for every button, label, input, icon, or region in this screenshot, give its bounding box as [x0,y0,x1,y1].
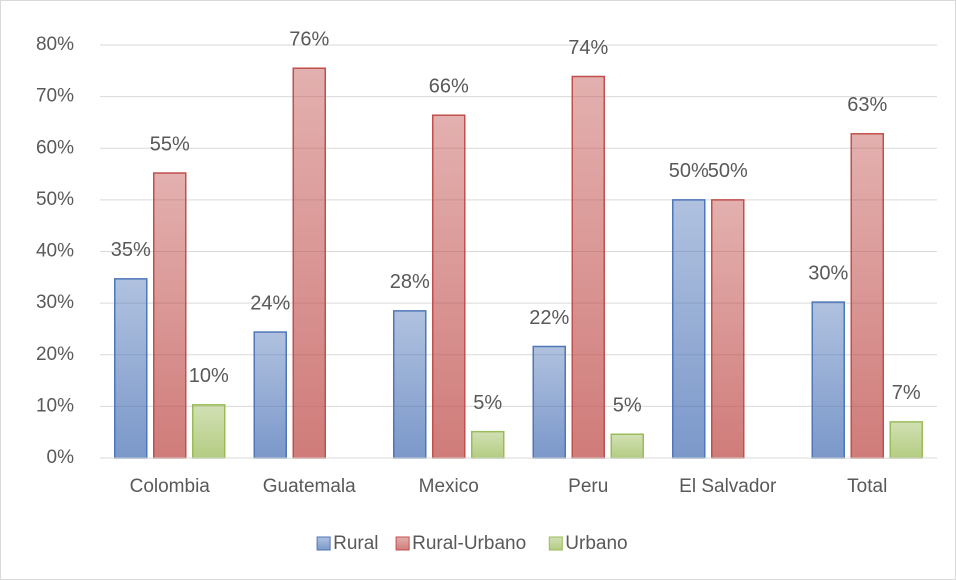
bar [192,404,226,459]
legend-swatch [316,536,331,551]
y-tick-label: 30% [36,292,74,313]
y-tick-label: 80% [36,34,74,55]
bar [811,301,845,459]
value-label: 63% [847,94,887,116]
x-tick-label: El Salvador [679,476,777,497]
value-label: 7% [892,382,921,404]
value-label: 24% [250,292,290,314]
bar [393,310,427,459]
bar [610,433,644,459]
bar [889,421,923,459]
bar [153,172,187,459]
x-tick-label: Total [847,476,887,497]
value-label: 50% [708,160,748,182]
x-tick-label: Peru [568,476,608,497]
value-label: 30% [808,262,848,284]
value-label: 50% [669,160,709,182]
value-label: 74% [568,37,608,59]
value-label: 28% [390,271,430,293]
value-label: 5% [613,395,642,417]
value-label: 35% [111,239,151,261]
x-tick-label: Colombia [130,476,211,497]
x-tick-label: Guatemala [263,476,356,497]
bar [114,278,148,459]
legend-label: Rural-Urbano [412,533,526,554]
legend-label: Urbano [565,533,627,554]
value-label: 22% [529,307,569,329]
bar [850,133,884,459]
y-tick-label: 0% [47,447,75,468]
value-label: 10% [189,365,229,387]
bar [471,430,505,459]
value-label: 55% [150,133,190,155]
y-tick-label: 20% [36,344,74,365]
bar [292,67,326,459]
x-tick-label: Mexico [419,476,479,497]
y-tick-label: 50% [36,189,74,210]
legend-swatch [395,536,410,551]
value-label: 5% [473,392,502,414]
y-tick-label: 60% [36,137,74,158]
y-tick-label: 70% [36,86,74,107]
bar [571,75,605,459]
legend-swatch [548,536,563,551]
bar [432,114,466,459]
legend-label: Rural [333,533,378,554]
y-tick-label: 40% [36,241,74,262]
bar [711,199,745,459]
y-tick-label: 10% [36,395,74,416]
bar [253,331,287,459]
bar [532,345,566,459]
value-label: 76% [289,29,329,51]
value-label: 66% [429,75,469,97]
bar [672,199,706,459]
